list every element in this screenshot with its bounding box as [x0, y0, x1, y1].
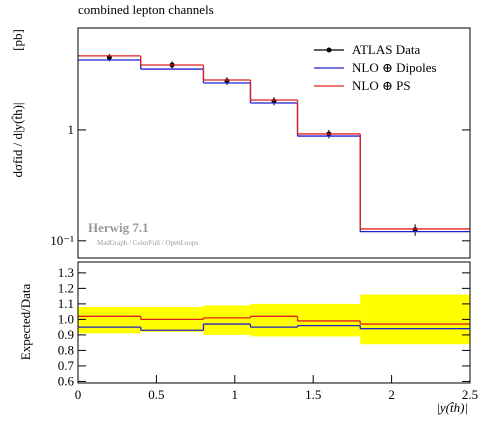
- legend-label: ATLAS Data: [352, 42, 420, 57]
- x-tick-label: 1.5: [305, 387, 321, 402]
- x-axis-label: |y(t̂h)|: [436, 400, 468, 415]
- y-tick-label: 1.1: [58, 296, 74, 311]
- chart-title: combined lepton channels: [78, 2, 214, 17]
- y-tick-label: 0.9: [58, 327, 74, 342]
- x-tick-label: 1: [232, 387, 239, 402]
- y-tick-label: 0.8: [58, 342, 74, 357]
- legend-marker: [326, 47, 332, 53]
- y-tick-label: 10⁻¹: [50, 233, 74, 248]
- annotation: Herwig 7.1: [88, 220, 149, 235]
- x-tick-label: 2: [388, 387, 395, 402]
- y-axis-unit: [pb]: [10, 29, 25, 51]
- uncertainty-band: [78, 306, 141, 334]
- plot-frame: [77, 27, 471, 259]
- uncertainty-band: [360, 294, 470, 345]
- y-tick-label: 1.2: [58, 280, 74, 295]
- x-tick-label: 0: [75, 387, 82, 402]
- y-tick-label: 1.0: [58, 311, 74, 326]
- plot-frame: [77, 261, 471, 384]
- y-tick-label: 1: [68, 122, 75, 137]
- uncertainty-band: [250, 303, 298, 337]
- legend-label: NLO ⊕ PS: [352, 78, 411, 93]
- y-tick-label: 1.3: [58, 265, 74, 280]
- uncertainty-band: [297, 303, 361, 337]
- annotation: MadGraph / ColorFull / OpenLoops: [97, 239, 198, 247]
- y-tick-label: 0.7: [58, 358, 75, 373]
- legend-label: NLO ⊕ Dipoles: [352, 60, 437, 75]
- x-tick-label: 2.5: [462, 387, 478, 402]
- y-axis-label: dσfid / d|y(t̂h)|: [10, 102, 25, 177]
- x-tick-label: 0.5: [148, 387, 164, 402]
- y-axis-label: Expected/Data: [18, 284, 33, 361]
- y-tick-label: 0.6: [58, 373, 75, 388]
- uncertainty-band: [203, 305, 251, 335]
